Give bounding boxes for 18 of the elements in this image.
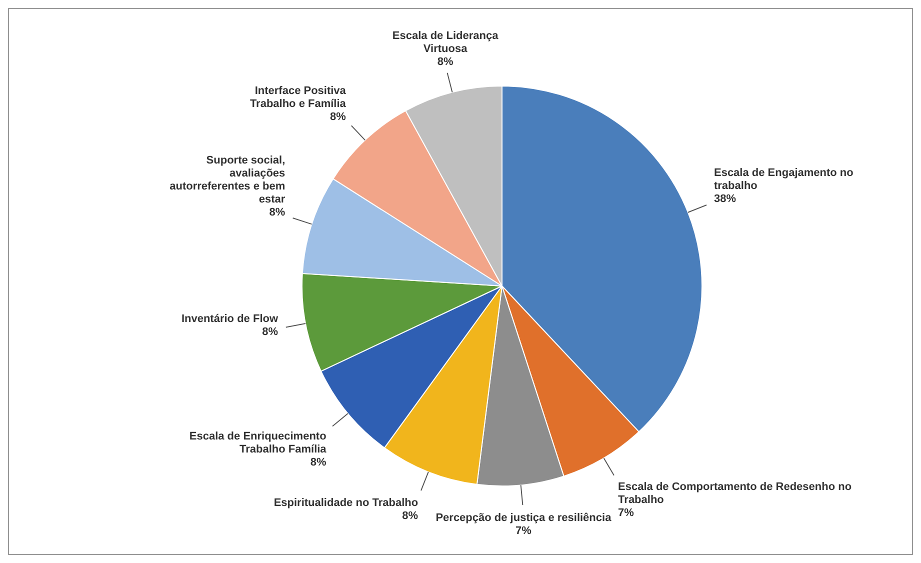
slice-label: Interface Positiva Trabalho e Família: [250, 84, 347, 110]
data-label: 8%: [402, 510, 418, 522]
data-label: 8%: [330, 110, 346, 123]
slice-label: Escala de Liderança Virtuosa: [392, 30, 500, 56]
slice-label: Inventário de Flow: [181, 313, 278, 326]
data-label: 8%: [262, 326, 278, 338]
slice-label: Suporte social, avaliações autorreferentes e bem estar: [170, 154, 286, 206]
slice-label: Espiritualidade no Trabalho: [274, 496, 418, 509]
data-label: 8%: [269, 206, 286, 219]
slice-label: Percepção de justiça e resiliência: [436, 512, 612, 524]
slice-label: Escala de Comportamento de Redesenho no Trabalho: [618, 481, 852, 506]
data-label: 7%: [618, 507, 634, 520]
slice-label: Escala de Enriquecimento Trabalho Família: [189, 430, 328, 456]
data-label: 38%: [714, 193, 736, 206]
data-label: 8%: [310, 456, 327, 468]
data-label: 8%: [437, 56, 454, 68]
slice-label: Escala de Engajamento no trabalho: [714, 167, 854, 192]
data-label: 7%: [516, 524, 532, 537]
